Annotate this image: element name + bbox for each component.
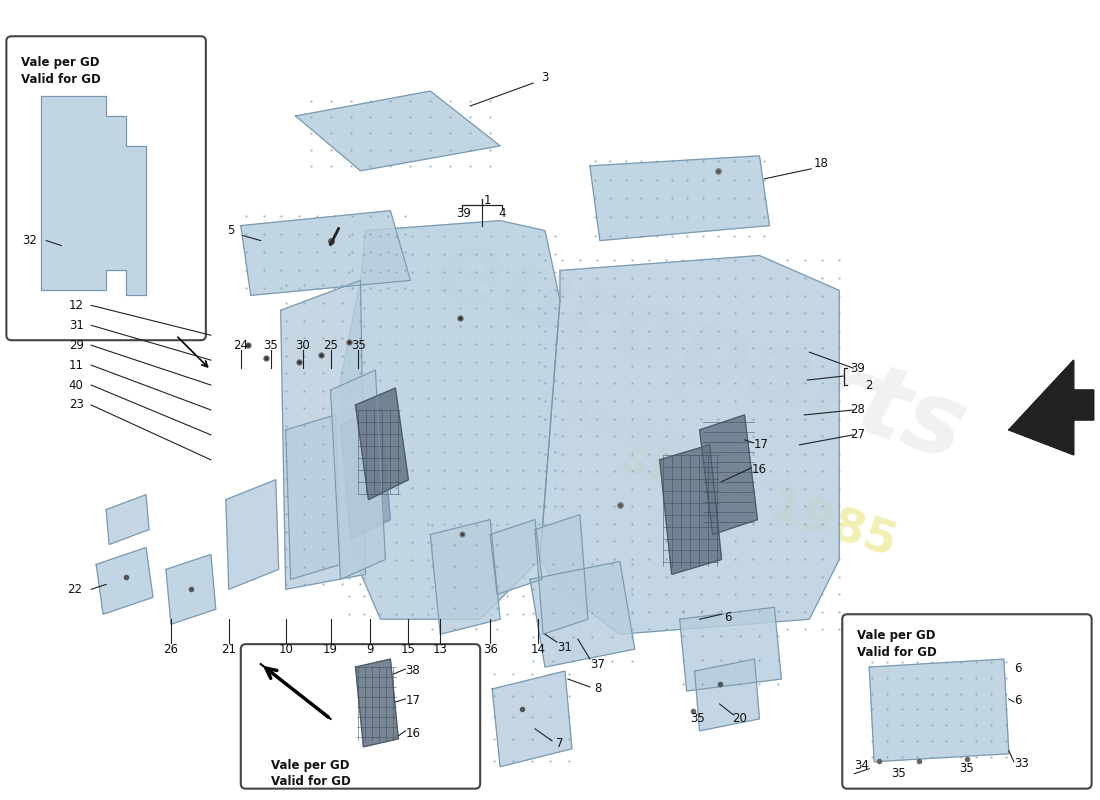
Text: 6: 6	[1014, 694, 1021, 707]
Text: 35: 35	[959, 762, 974, 774]
Text: Valid for GD: Valid for GD	[271, 774, 351, 788]
Polygon shape	[96, 547, 153, 614]
Text: 39: 39	[455, 207, 471, 220]
Text: 13: 13	[432, 642, 448, 656]
Text: 27: 27	[849, 428, 865, 442]
Text: 31: 31	[69, 318, 84, 332]
Text: 34: 34	[855, 758, 869, 772]
Text: 22: 22	[67, 583, 81, 596]
Text: 39: 39	[850, 362, 865, 374]
Text: 33: 33	[1014, 757, 1028, 770]
Polygon shape	[491, 519, 542, 594]
Polygon shape	[430, 519, 500, 634]
Polygon shape	[590, 156, 769, 241]
Text: 9: 9	[366, 642, 374, 656]
Text: Vale per GD: Vale per GD	[21, 56, 100, 69]
Text: 12: 12	[68, 299, 84, 312]
Text: 37: 37	[591, 658, 605, 670]
Text: 16: 16	[406, 727, 420, 740]
Polygon shape	[166, 554, 216, 624]
Text: 29: 29	[68, 338, 84, 352]
Text: 17: 17	[754, 438, 769, 451]
Text: 5: 5	[227, 224, 234, 237]
Polygon shape	[492, 671, 572, 766]
Text: 32: 32	[22, 234, 36, 247]
Polygon shape	[680, 607, 781, 691]
Text: 14: 14	[530, 642, 546, 656]
Text: 4: 4	[498, 207, 506, 220]
Polygon shape	[355, 659, 398, 746]
Text: 24: 24	[233, 338, 249, 352]
Polygon shape	[42, 96, 146, 295]
Polygon shape	[530, 562, 635, 667]
Text: 35: 35	[263, 338, 278, 352]
Polygon shape	[286, 415, 341, 579]
Text: 35: 35	[891, 766, 906, 780]
Polygon shape	[341, 408, 390, 539]
Text: 36: 36	[483, 642, 497, 656]
Text: 8: 8	[594, 682, 602, 695]
Polygon shape	[700, 415, 758, 534]
Text: 1: 1	[483, 194, 491, 207]
Text: 35: 35	[691, 712, 705, 726]
Text: 40: 40	[69, 378, 84, 391]
Text: 35: 35	[351, 338, 366, 352]
FancyBboxPatch shape	[241, 644, 481, 789]
Text: 23: 23	[69, 398, 84, 411]
Text: 3: 3	[541, 70, 549, 84]
Polygon shape	[540, 255, 839, 634]
Text: 7: 7	[557, 738, 563, 750]
Polygon shape	[106, 494, 148, 545]
Text: 2: 2	[866, 378, 873, 391]
Polygon shape	[241, 210, 410, 295]
Text: Valid for GD: Valid for GD	[21, 73, 101, 86]
Text: 10: 10	[278, 642, 293, 656]
Text: a passion for...: a passion for...	[529, 383, 790, 497]
Text: 19: 19	[323, 642, 338, 656]
Text: since 1985: since 1985	[616, 434, 902, 566]
Text: Vale per GD: Vale per GD	[271, 758, 349, 772]
Polygon shape	[694, 659, 759, 731]
Text: 17: 17	[406, 694, 420, 707]
Polygon shape	[355, 388, 408, 500]
Text: 21: 21	[221, 642, 236, 656]
Text: 6: 6	[1014, 662, 1021, 675]
Polygon shape	[660, 445, 722, 574]
Text: 30: 30	[295, 338, 310, 352]
Polygon shape	[535, 514, 587, 634]
Text: 16: 16	[752, 463, 767, 476]
Text: 31: 31	[558, 641, 572, 654]
Text: 26: 26	[164, 642, 178, 656]
FancyBboxPatch shape	[7, 36, 206, 340]
FancyBboxPatch shape	[843, 614, 1091, 789]
Text: 18: 18	[814, 158, 828, 170]
Polygon shape	[280, 281, 365, 590]
Text: 20: 20	[733, 712, 747, 726]
Text: 6: 6	[724, 610, 732, 624]
Polygon shape	[331, 370, 385, 579]
Polygon shape	[1009, 360, 1093, 455]
Text: Valid for GD: Valid for GD	[857, 646, 937, 659]
Text: Vale per GD: Vale per GD	[857, 630, 936, 642]
Polygon shape	[341, 221, 560, 619]
Polygon shape	[296, 91, 500, 170]
Text: 38: 38	[406, 664, 420, 677]
Text: 11: 11	[68, 358, 84, 372]
Text: 15: 15	[400, 642, 416, 656]
Text: europarts: europarts	[421, 218, 978, 482]
Text: 25: 25	[323, 338, 338, 352]
Polygon shape	[869, 659, 1009, 762]
Text: 28: 28	[850, 403, 865, 417]
Polygon shape	[226, 480, 278, 590]
